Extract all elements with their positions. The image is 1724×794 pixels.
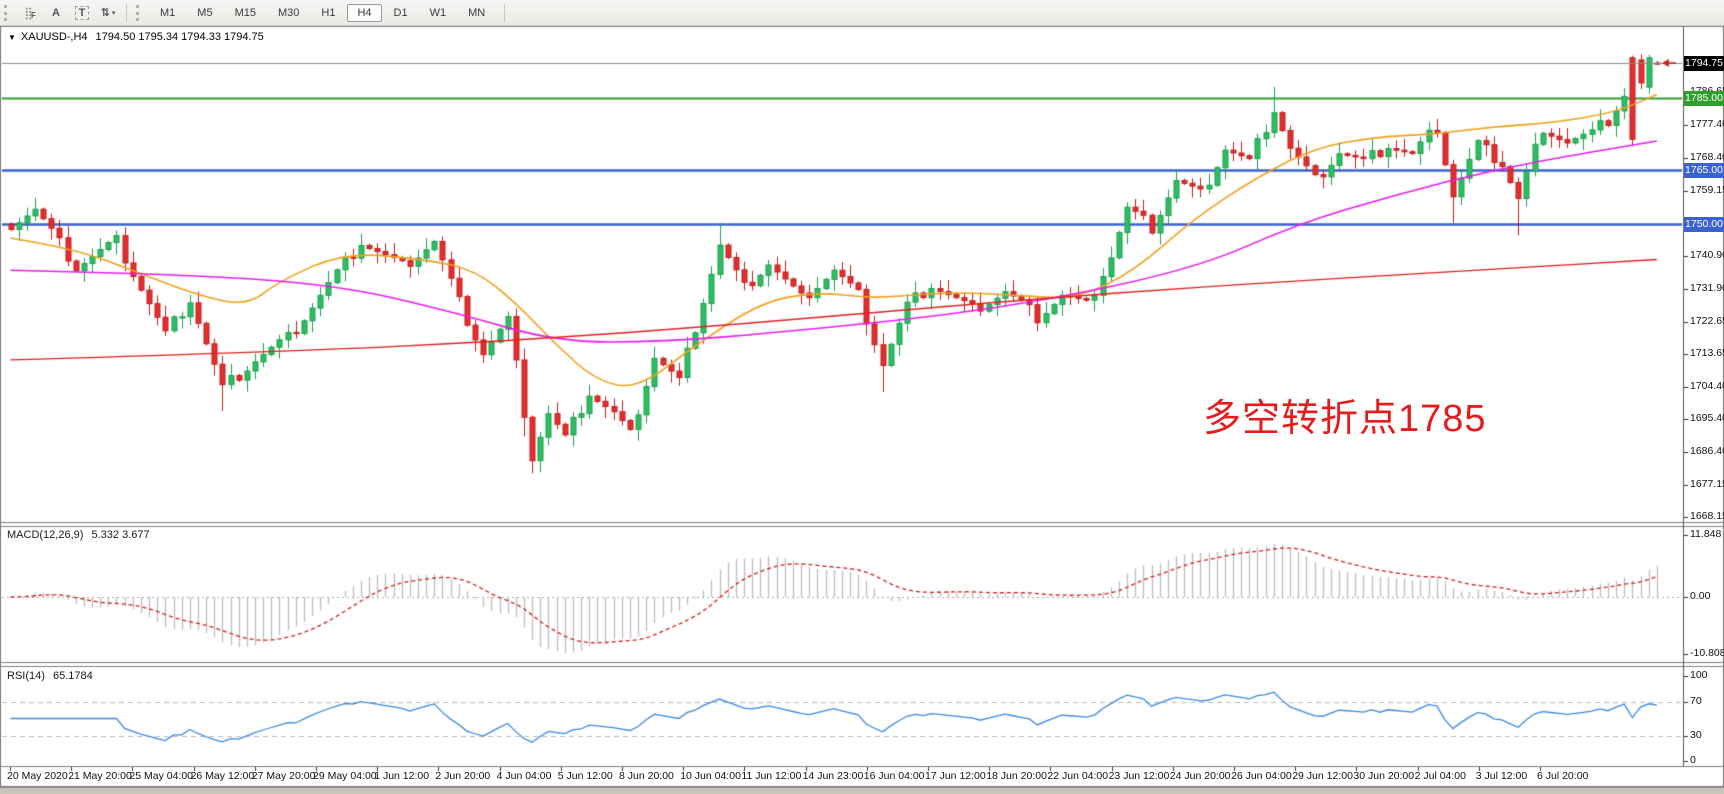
time-axis-label: 29 Jun 12:00 [1292, 770, 1353, 782]
rsi-value: 65.1784 [52, 670, 93, 682]
timeframe-mn[interactable]: MN [468, 6, 486, 19]
price-axis-label: 1686.40 [1690, 445, 1724, 457]
toolbar-drag-handle[interactable] [4, 4, 11, 21]
time-axis-label: 1 Jun 12:00 [374, 770, 430, 782]
chart-annotation: 多空转折点1785 [1203, 398, 1487, 440]
time-axis-label: 6 Jul 20:00 [1537, 770, 1589, 782]
price-axis-label: 1768.40 [1690, 151, 1724, 163]
rsi-indicator-label: RSI(14) 65.1784 [7, 670, 93, 682]
time-axis-label: 2 Jul 04:00 [1414, 770, 1466, 782]
time-axis-label: 11 Jun 12:00 [741, 770, 802, 782]
time-axis-label: 18 Jun 20:00 [986, 770, 1047, 782]
top-toolbar: ⣿ F A T ⇅ ▾ M1 M5 M15 M30 H1 H4 D1 W1 MN [0, 0, 1724, 26]
chart-title: ▼ XAUUSD-,H4 1794.50 1795.34 1794.33 179… [8, 31, 264, 43]
time-axis-label: 22 Jun 04:00 [1047, 770, 1109, 782]
timeframe-w1[interactable]: W1 [429, 6, 447, 19]
objects-arrows-icon[interactable]: ⇅ ▾ [100, 7, 116, 19]
rsi-axis-label: 0 [1690, 754, 1696, 766]
text-tool-icon[interactable]: T [70, 2, 94, 23]
price-axis-label: 1695.40 [1690, 412, 1724, 424]
macd-axis-label: 11.848 [1690, 528, 1722, 540]
price-level-badge: 1750.00 [1684, 216, 1724, 232]
macd-axis-label: 0.00 [1690, 590, 1711, 602]
time-axis-label: 24 Jun 20:00 [1169, 770, 1231, 782]
font-a-icon[interactable]: A [52, 6, 60, 19]
price-axis-label: 1722.65 [1690, 315, 1724, 327]
macd-name: MACD(12,26,9) [7, 529, 84, 541]
time-axis-label: 2 Jun 20:00 [435, 770, 491, 782]
time-axis-label: 27 May 20:00 [251, 770, 316, 782]
price-axis-label: 1704.40 [1690, 380, 1724, 392]
time-axis-label: 10 Jun 04:00 [680, 770, 741, 782]
price-axis-label: 1668.15 [1690, 510, 1724, 522]
toolbar-separator [126, 3, 127, 22]
price-axis-label: 1677.15 [1690, 478, 1724, 490]
chart-ohlc-values: 1794.50 1795.34 1794.33 1794.75 [95, 31, 264, 43]
timeframe-h1[interactable]: H1 [321, 6, 336, 19]
timeframe-d1[interactable]: D1 [393, 6, 408, 19]
rsi-name: RSI(14) [7, 670, 45, 682]
time-axis-label: 16 Jun 04:00 [863, 770, 925, 782]
price-axis-label: 1713.65 [1690, 347, 1724, 359]
time-axis-label: 8 Jun 20:00 [619, 770, 674, 782]
time-axis-label: 29 May 04:00 [313, 770, 377, 782]
timeframe-toolbar: M1 M5 M15 M30 H1 H4 D1 W1 MN [149, 3, 496, 22]
time-axis-label: 3 Jul 12:00 [1475, 770, 1528, 782]
price-level-badge: 1765.00 [1684, 162, 1724, 178]
price-axis-label: 1740.90 [1690, 249, 1724, 261]
price-axis-label: 1731.90 [1690, 282, 1724, 294]
chart-symbol-period: XAUUSD-,H4 [20, 31, 88, 43]
macd-axis-label: -10.808 [1690, 647, 1724, 659]
rsi-axis-label: 100 [1690, 669, 1708, 681]
toolbar-separator [504, 3, 506, 22]
time-axis-label: 26 Jun 04:00 [1231, 770, 1292, 782]
time-axis-label: 23 Jun 12:00 [1108, 770, 1170, 782]
grid-f-icon[interactable]: ⣿ F [24, 5, 36, 21]
price-level-badge: 1785.00 [1684, 90, 1724, 106]
timeframe-m1[interactable]: M1 [160, 6, 176, 19]
rsi-axis-label: 30 [1690, 729, 1702, 741]
price-level-badge: 1794.75 [1684, 55, 1724, 71]
time-axis-label: 17 Jun 12:00 [925, 770, 986, 782]
time-axis-label: 5 Jun 12:00 [557, 770, 613, 782]
timeframe-m30[interactable]: M30 [277, 6, 300, 19]
time-axis-label: 14 Jun 23:00 [802, 770, 864, 782]
toolbar-drag-handle[interactable] [136, 4, 143, 21]
timeframe-m5[interactable]: M5 [197, 6, 213, 19]
price-axis-label: 1777.40 [1690, 118, 1724, 130]
timeframe-h4[interactable]: H4 [347, 3, 382, 22]
chart-dropdown-icon[interactable]: ▼ [8, 32, 16, 42]
macd-indicator-label: MACD(12,26,9) 5.332 3.677 [7, 529, 150, 541]
price-axis-label: 1759.15 [1690, 184, 1724, 196]
time-axis-label: 25 May 04:00 [129, 770, 194, 782]
time-axis-label: 26 May 12:00 [190, 770, 255, 782]
time-axis-label: 30 Jun 20:00 [1353, 770, 1415, 782]
time-axis-label: 20 May 2020 [7, 770, 68, 782]
timeframe-m15[interactable]: M15 [234, 6, 256, 19]
rsi-axis-label: 70 [1690, 695, 1702, 707]
time-axis-label: 21 May 20:00 [68, 770, 132, 782]
time-axis-label: 4 Jun 04:00 [496, 770, 552, 782]
macd-values: 5.332 3.677 [91, 529, 150, 541]
